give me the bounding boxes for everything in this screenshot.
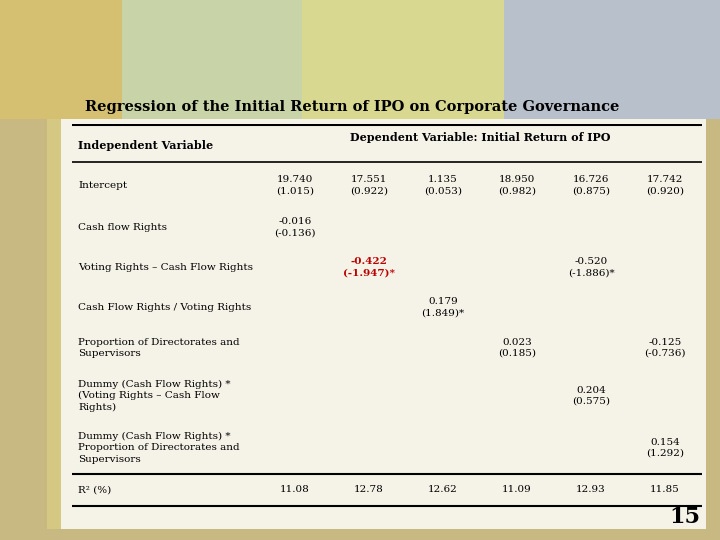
Text: 17.742
(0.920): 17.742 (0.920) [646,175,684,195]
Text: Dummy (Cash Flow Rights) *
Proportion of Directorates and
Supervisors: Dummy (Cash Flow Rights) * Proportion of… [78,432,240,463]
Text: 15: 15 [669,506,700,528]
Text: -0.520
(-1.886)*: -0.520 (-1.886)* [567,257,614,277]
Text: -0.422
(-1.947)*: -0.422 (-1.947)* [343,257,395,277]
Text: 11.09: 11.09 [502,485,532,494]
Text: 17.551
(0.922): 17.551 (0.922) [350,175,388,195]
Text: Dependent Variable: Initial Return of IPO: Dependent Variable: Initial Return of IP… [350,132,610,143]
Text: Voting Rights – Cash Flow Rights: Voting Rights – Cash Flow Rights [78,262,253,272]
Text: Regression of the Initial Return of IPO on Corporate Governance: Regression of the Initial Return of IPO … [85,100,619,114]
Text: R² (%): R² (%) [78,485,112,494]
Text: -0.125
(-0.736): -0.125 (-0.736) [644,338,685,358]
Text: 12.78: 12.78 [354,485,384,494]
Text: Independent Variable: Independent Variable [78,139,213,151]
Text: 16.726
(0.875): 16.726 (0.875) [572,175,610,195]
Bar [504,0,720,119]
Text: 11.08: 11.08 [280,485,310,494]
Text: 12.62: 12.62 [428,485,458,494]
Text: 12.93: 12.93 [576,485,606,494]
Text: Proportion of Directorates and
Supervisors: Proportion of Directorates and Superviso… [78,338,240,358]
Text: 0.179
(1.849)*: 0.179 (1.849)* [421,297,464,317]
Bar [47,119,706,529]
Text: 0.204
(0.575): 0.204 (0.575) [572,386,610,406]
Text: 0.154
(1.292): 0.154 (1.292) [646,438,684,458]
Text: Dummy (Cash Flow Rights) *
(Voting Rights – Cash Flow
Rights): Dummy (Cash Flow Rights) * (Voting Right… [78,380,231,412]
Text: 19.740
(1.015): 19.740 (1.015) [276,175,314,195]
Text: 1.135
(0.053): 1.135 (0.053) [424,175,462,195]
Text: Intercept: Intercept [78,181,127,190]
Bar [302,0,504,119]
Bar [0,0,122,119]
Text: -0.016
(-0.136): -0.016 (-0.136) [274,217,315,237]
Bar [122,0,302,119]
Text: 0.023
(0.185): 0.023 (0.185) [498,338,536,358]
Text: Cash Flow Rights / Voting Rights: Cash Flow Rights / Voting Rights [78,302,251,312]
Bar [47,119,61,529]
Text: Cash flow Rights: Cash flow Rights [78,222,167,232]
Text: 11.85: 11.85 [650,485,680,494]
Text: 18.950
(0.982): 18.950 (0.982) [498,175,536,195]
